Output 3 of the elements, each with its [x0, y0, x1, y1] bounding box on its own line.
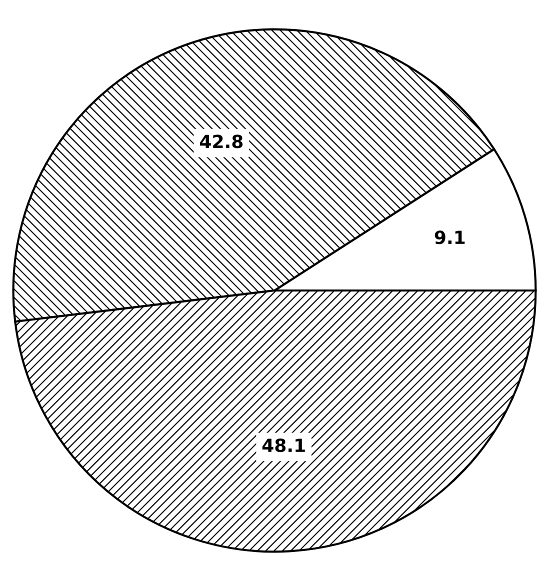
data-label: 42.8 [200, 134, 243, 148]
data-label: 9.1 [434, 230, 465, 244]
data-label: 48.1 [262, 438, 305, 452]
